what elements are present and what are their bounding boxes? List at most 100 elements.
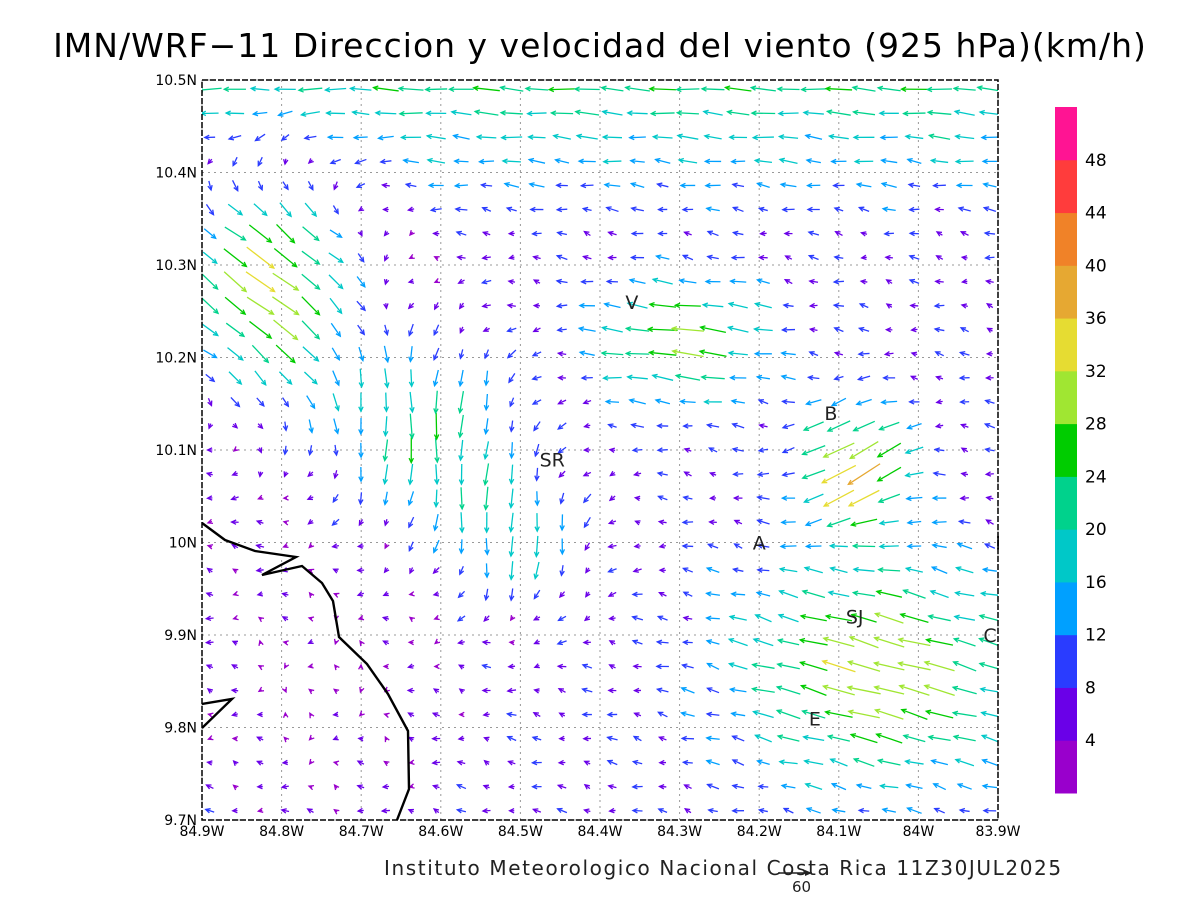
wind-vector	[930, 758, 949, 766]
wind-vector	[600, 325, 623, 333]
wind-vector	[256, 783, 263, 790]
longitude-tick-labels: 84.9W 84.8W 84.7W 84.6W 84.5W 84.4W 84.3W 84.2W…	[179, 824, 1020, 840]
wind-vector	[356, 784, 365, 790]
wind-vector	[981, 758, 998, 766]
place-label: V	[625, 292, 638, 314]
wind-vector	[275, 344, 296, 364]
wind-vector	[954, 590, 975, 597]
wind-vector	[455, 808, 467, 814]
wind-vector	[431, 784, 440, 790]
wind-vector	[822, 489, 855, 507]
wind-vector	[807, 230, 820, 236]
wind-vector	[408, 591, 415, 597]
wind-vector	[481, 254, 491, 261]
wind-vector	[833, 206, 844, 213]
wind-vector	[608, 615, 616, 621]
wind-vector	[832, 278, 844, 285]
wind-vector	[883, 230, 895, 237]
wind-vector	[779, 182, 797, 188]
wind-vector	[681, 639, 693, 646]
wind-vector	[654, 157, 671, 164]
wind-vector	[507, 663, 516, 670]
wind-vector	[202, 87, 222, 93]
wind-vector	[582, 735, 592, 742]
wind-vector	[852, 566, 875, 573]
wind-vector	[651, 373, 674, 381]
x-tick-label: 84.3W	[657, 824, 702, 840]
wind-vector	[851, 85, 876, 92]
wind-vector	[505, 711, 517, 718]
wind-vector	[899, 612, 929, 623]
wind-vector	[756, 543, 770, 549]
wind-vector	[431, 735, 441, 742]
wind-vector	[902, 734, 926, 743]
wind-vector	[607, 784, 617, 790]
wind-vector	[633, 712, 642, 718]
wind-vector	[847, 463, 881, 486]
wind-vector	[308, 419, 314, 434]
wind-vector	[256, 397, 265, 408]
wind-vector	[608, 807, 616, 814]
wind-vector	[458, 369, 464, 388]
wind-vector	[331, 518, 340, 527]
wind-vector	[282, 181, 289, 191]
wind-vector	[227, 347, 244, 361]
wind-vector	[245, 271, 276, 293]
wind-vector	[959, 399, 970, 405]
wind-vector	[805, 158, 821, 164]
wind-vector	[358, 519, 364, 527]
wind-vector	[605, 278, 618, 285]
wind-vector	[533, 639, 540, 645]
wind-vector	[581, 206, 592, 213]
wind-vector	[849, 733, 878, 744]
wind-vector	[205, 471, 213, 478]
wind-vector	[508, 536, 515, 558]
wind-vector	[407, 491, 415, 507]
wind-vector	[758, 423, 768, 429]
wind-vector	[674, 373, 701, 381]
wind-vector	[581, 663, 593, 669]
wind-vector	[358, 492, 364, 506]
wind-vector	[751, 134, 774, 141]
wind-vector	[753, 351, 772, 357]
wind-vector	[309, 711, 315, 719]
wind-vector	[249, 320, 273, 339]
wind-vector	[279, 202, 293, 218]
wind-vector	[532, 303, 540, 309]
wind-vector	[935, 255, 944, 261]
wind-vector	[754, 614, 772, 623]
wind-vector	[909, 302, 919, 309]
wind-vector	[756, 567, 770, 573]
wind-vector	[434, 464, 440, 486]
colorbar-swatch	[1055, 529, 1077, 583]
wind-vector	[676, 133, 699, 140]
wind-vector	[332, 370, 340, 387]
wind-vector	[876, 758, 901, 766]
wind-vector	[932, 182, 946, 189]
wind-vector	[683, 784, 692, 790]
wind-vector	[979, 686, 998, 693]
wind-vector	[852, 757, 875, 767]
wind-vector	[348, 85, 372, 92]
wind-vector	[281, 591, 289, 598]
wind-vector	[277, 110, 293, 117]
wind-vector	[756, 759, 770, 766]
wind-vector	[278, 371, 293, 386]
wind-vector	[699, 325, 727, 333]
y-tick-label: 10.4N	[155, 166, 197, 182]
wind-vector	[984, 375, 994, 381]
wind-vector	[904, 471, 924, 478]
wind-vector	[757, 783, 769, 790]
wind-vector	[881, 206, 896, 212]
wind-vector	[829, 566, 848, 574]
wind-vector	[534, 513, 540, 533]
wind-vector	[559, 492, 565, 505]
wind-vector	[433, 278, 441, 284]
wind-vector	[329, 229, 343, 238]
wind-vector	[733, 543, 743, 549]
wind-vector	[908, 230, 919, 237]
wind-vector	[557, 688, 566, 694]
wind-vector	[526, 110, 547, 117]
wind-vector	[481, 663, 492, 670]
wind-vector	[680, 735, 695, 742]
